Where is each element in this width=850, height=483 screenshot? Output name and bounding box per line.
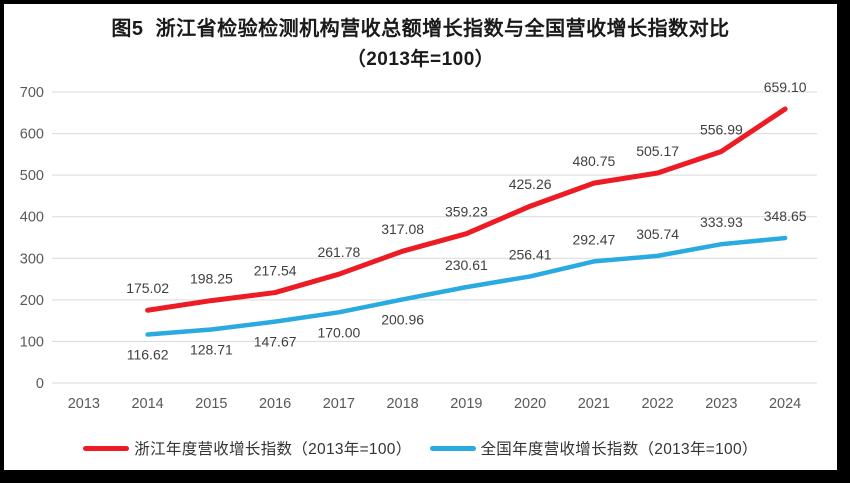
- x-axis-tick-label: 2016: [259, 396, 291, 412]
- data-label-series-1: 128.71: [190, 341, 233, 357]
- chart-title: 图5 浙江省检验检测机构营收总额增长指数与全国营收增长指数对比: [111, 18, 730, 40]
- y-axis-tick-label: 700: [20, 85, 44, 101]
- data-label-series-0: 198.25: [190, 271, 233, 287]
- data-label-series-0: 261.78: [317, 244, 360, 260]
- x-axis-tick-label: 2019: [450, 396, 482, 412]
- y-axis-tick-label: 400: [20, 210, 44, 226]
- x-axis-tick-label: 2023: [705, 396, 737, 412]
- x-axis-tick-label: 2018: [386, 396, 418, 412]
- legend-swatch-zhejiang: [83, 445, 130, 451]
- y-axis-tick-label: 200: [20, 293, 44, 309]
- series-line-1: [145, 235, 788, 337]
- data-label-series-1: 200.96: [381, 311, 424, 327]
- y-axis-tick-label: 600: [20, 127, 44, 143]
- data-label-series-1: 116.62: [127, 347, 169, 363]
- legend-swatch-national: [429, 445, 476, 451]
- x-axis-tick-label: 2015: [195, 396, 227, 412]
- x-axis-tick-label: 2014: [131, 396, 163, 412]
- data-label-series-0: 317.08: [381, 221, 424, 237]
- chart-canvas: 图5 浙江省检验检测机构营收总额增长指数与全国营收增长指数对比 （2013年=1…: [4, 4, 837, 470]
- data-label-series-1: 348.65: [764, 208, 807, 224]
- data-label-series-0: 425.26: [509, 176, 552, 192]
- data-label-series-0: 359.23: [445, 204, 488, 220]
- legend-item-zhejiang: 浙江年度营收增长指数（2013年=100）: [83, 437, 411, 459]
- x-axis-tick-label: 2020: [514, 396, 546, 412]
- plot-area: 0 100 200 300 400 500 600 700 2013 2014 2015 2016 20…: [20, 79, 817, 412]
- data-label-series-0: 659.10: [764, 79, 807, 95]
- data-label-series-1: 256.41: [509, 246, 552, 262]
- x-axis-tick-label: 2021: [578, 396, 610, 412]
- x-axis-tick-label: 2024: [769, 396, 801, 412]
- data-label-series-1: 147.67: [254, 334, 297, 350]
- y-axis-tick-label: 0: [36, 376, 44, 392]
- legend-label-zhejiang: 浙江年度营收增长指数（2013年=100）: [134, 441, 412, 458]
- data-label-series-0: 480.75: [572, 153, 615, 169]
- data-label-series-0: 217.54: [254, 263, 297, 279]
- data-label-series-1: 230.61: [445, 257, 488, 273]
- data-label-series-1: 292.47: [572, 231, 615, 247]
- series-line-0: [145, 106, 788, 313]
- chart-subtitle: （2013年=100）: [346, 49, 495, 70]
- y-axis-tick-label: 300: [20, 251, 44, 267]
- data-label-series-0: 505.17: [636, 143, 679, 159]
- y-axis-tick-label: 500: [20, 168, 44, 184]
- legend-item-national: 全国年度营收增长指数（2013年=100）: [429, 437, 758, 459]
- data-label-series-0: 556.99: [700, 121, 743, 137]
- data-label-series-1: 305.74: [636, 226, 679, 242]
- x-axis-tick-label: 2017: [323, 396, 355, 412]
- data-label-series-1: 333.93: [700, 214, 743, 230]
- data-label-series-0: 175.02: [126, 280, 169, 296]
- y-axis-tick-label: 100: [20, 334, 44, 350]
- legend-label-national: 全国年度营收增长指数（2013年=100）: [480, 441, 758, 458]
- legend: 浙江年度营收增长指数（2013年=100） 全国年度营收增长指数（2013年=1…: [4, 437, 837, 459]
- data-label-series-1: 170.00: [317, 324, 360, 340]
- x-axis-tick-label: 2022: [641, 396, 673, 412]
- x-axis-tick-label: 2013: [68, 396, 100, 412]
